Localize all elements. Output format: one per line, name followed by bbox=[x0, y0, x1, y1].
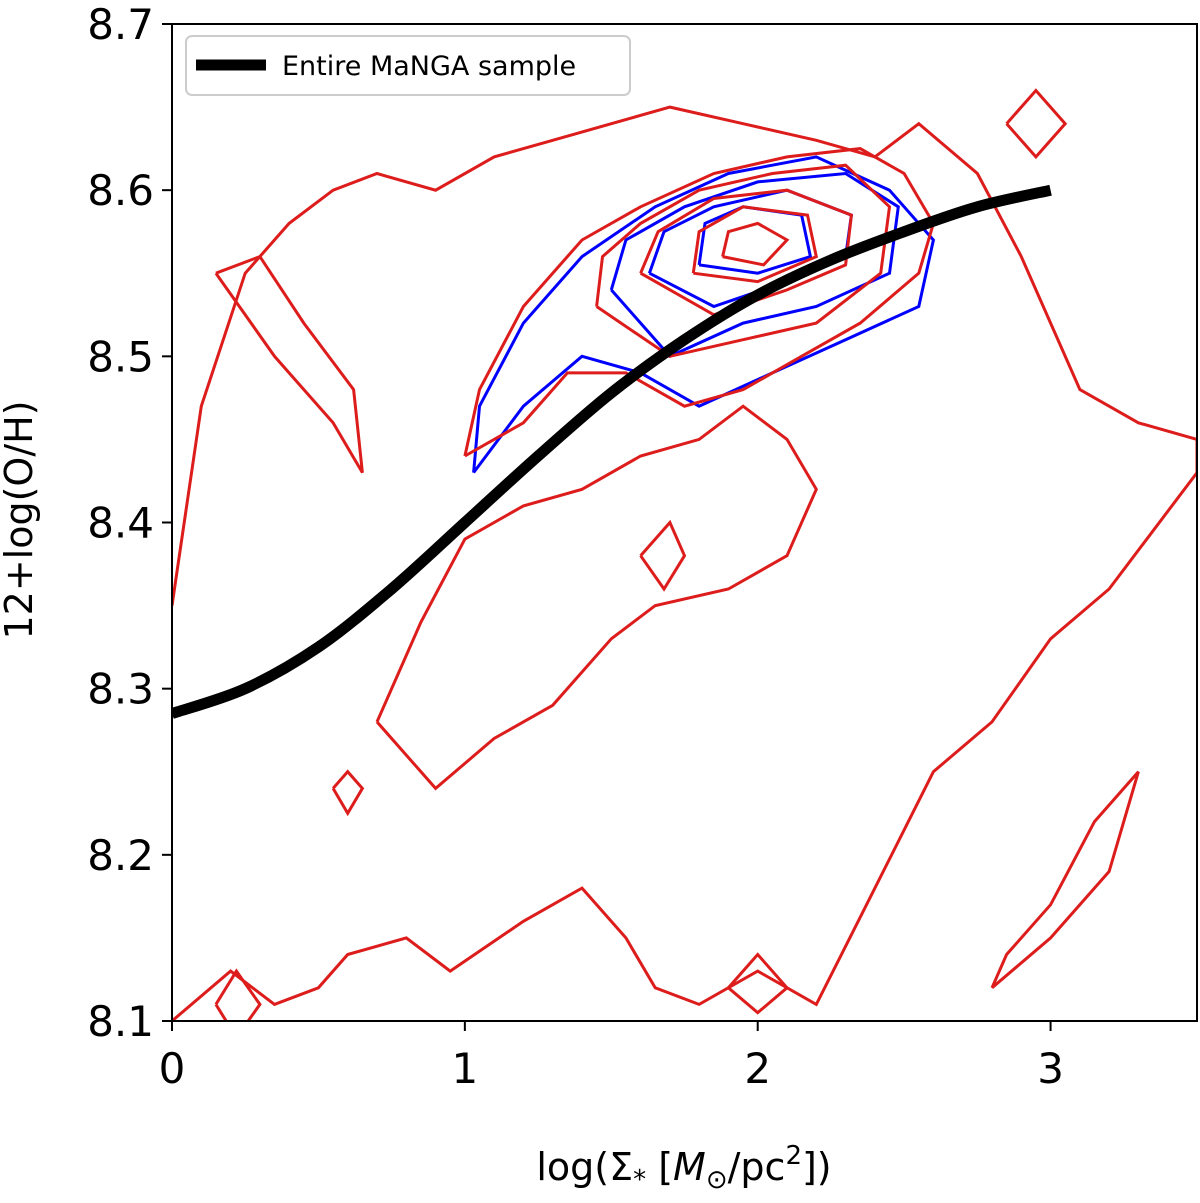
x-axis-label-unit: /pc bbox=[728, 1145, 786, 1189]
y-tick-label-5: 8.6 bbox=[87, 166, 154, 215]
contour-1-level-13 bbox=[639, 519, 687, 592]
contour-layer bbox=[172, 88, 1197, 1021]
contour-1-level-5 bbox=[691, 205, 819, 284]
contour-1-level-1 bbox=[463, 147, 936, 458]
contour-1-level-6 bbox=[721, 221, 790, 267]
series-line-0 bbox=[172, 184, 1052, 719]
x-axis-label-sub: * bbox=[633, 1165, 646, 1195]
contour-0-level-1 bbox=[609, 171, 900, 359]
x-tick-label-3: 3 bbox=[1037, 1044, 1064, 1093]
legend: Entire MaNGA sample bbox=[185, 35, 631, 96]
contour-1-level-2 bbox=[375, 404, 818, 791]
x-tick-label-0: 0 bbox=[159, 1044, 186, 1093]
y-tick-label-1: 8.2 bbox=[87, 831, 154, 880]
x-axis-label-msub: ⊙ bbox=[706, 1165, 728, 1195]
x-tick-label-2: 2 bbox=[744, 1044, 771, 1093]
y-axis-label: 12+log(O/H) bbox=[0, 400, 41, 639]
contour-1-level-9 bbox=[1005, 88, 1068, 160]
x-axis-label-open: [ bbox=[646, 1145, 673, 1189]
x-axis-label-sup: 2 bbox=[785, 1141, 802, 1171]
y-tick-label-6: 8.7 bbox=[87, 0, 154, 49]
contour-1-level-12 bbox=[331, 769, 365, 817]
contour-1-level-7 bbox=[214, 254, 364, 474]
y-tick-label-3: 8.4 bbox=[87, 499, 154, 548]
tick-layer: 0 1 2 3 8.1 8.2 8.3 8.4 8.5 8.6 8.7 bbox=[87, 0, 1064, 1093]
legend-box bbox=[185, 35, 631, 96]
x-axis-label-M: M bbox=[673, 1145, 706, 1189]
contour-0-level-0 bbox=[472, 155, 936, 474]
x-axis-label-close: ]) bbox=[802, 1145, 832, 1189]
series-layer bbox=[172, 184, 1052, 719]
x-axis-label: log(Σ* [M⊙/pc2]) bbox=[536, 1141, 831, 1195]
contour-1-level-3 bbox=[595, 163, 892, 358]
x-axis-label-prefix: log(Σ bbox=[536, 1145, 633, 1189]
contour-1-level-10 bbox=[214, 968, 262, 1021]
y-tick-label-4: 8.5 bbox=[87, 332, 154, 381]
y-tick-label-0: 8.1 bbox=[87, 997, 154, 1046]
x-tick-label-1: 1 bbox=[451, 1044, 478, 1093]
y-tick-label-2: 8.3 bbox=[87, 665, 154, 714]
contour-1-level-0 bbox=[172, 105, 1197, 1021]
contour-1-level-11 bbox=[727, 952, 790, 1015]
contour-1-level-8 bbox=[990, 770, 1140, 989]
plot-frame bbox=[171, 23, 1198, 1022]
legend-entry: Entire MaNGA sample bbox=[282, 51, 576, 82]
